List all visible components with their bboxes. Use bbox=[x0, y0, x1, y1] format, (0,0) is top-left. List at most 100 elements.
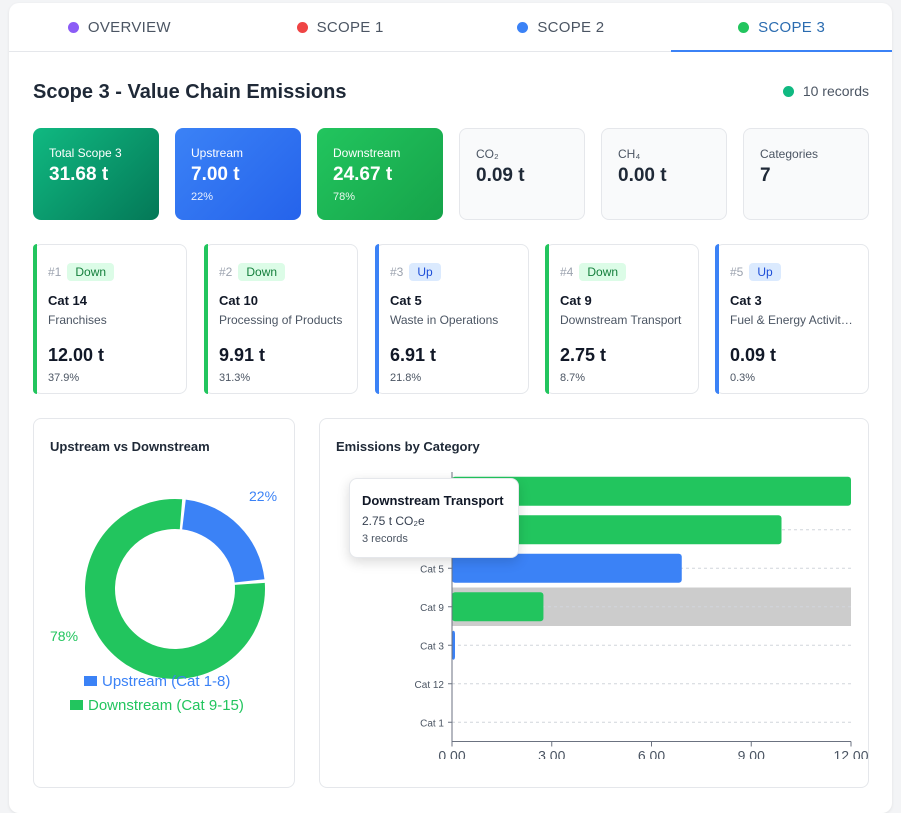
legend-label-1[interactable]: Downstream (Cat 9-15) bbox=[88, 697, 244, 714]
tab-dot-icon bbox=[67, 21, 79, 33]
bar-cat-14[interactable] bbox=[452, 476, 851, 506]
donut-slice-1[interactable] bbox=[85, 498, 265, 679]
y-tick-label: Cat 3 bbox=[420, 641, 444, 652]
category-badge: Up bbox=[409, 263, 441, 281]
bar-chart-title: Emissions by Category bbox=[336, 439, 480, 454]
chart-tooltip: Downstream Transport 2.75 t CO₂e 3 recor… bbox=[349, 478, 519, 558]
summary-label: CO₂ bbox=[476, 147, 499, 161]
category-percent: 31.3% bbox=[219, 372, 251, 384]
summary-label: Upstream bbox=[191, 146, 244, 160]
category-description: Franchises bbox=[48, 313, 107, 327]
category-rank: #3 bbox=[390, 265, 404, 279]
dashboard-frame: OVERVIEW SCOPE 1 SCOPE 2 SCOPE 3 Scope 3 - … bbox=[9, 3, 892, 813]
x-tick-label: 12.00 bbox=[833, 748, 868, 760]
summary-card-0: Total Scope 3 31.68 t bbox=[33, 128, 159, 220]
summary-percent: 78% bbox=[333, 191, 356, 203]
bar-cat-10[interactable] bbox=[452, 515, 782, 545]
category-value: 0.09 t bbox=[730, 345, 777, 365]
tab-bar: OVERVIEW SCOPE 1 SCOPE 2 SCOPE 3 bbox=[9, 3, 892, 52]
records-count: 10 records bbox=[782, 83, 869, 99]
bar-cat-3[interactable] bbox=[452, 630, 455, 660]
summary-card-4: CH₄ 0.00 t bbox=[601, 128, 727, 220]
donut-slice-0[interactable] bbox=[182, 499, 265, 583]
tab-label: SCOPE 1 bbox=[316, 18, 384, 36]
tab-label: OVERVIEW bbox=[87, 18, 171, 36]
category-card-2[interactable]: #2 Down Cat 10 Processing of Products 9.91 t… bbox=[204, 244, 358, 394]
category-description: Fuel & Energy Activities bbox=[730, 313, 854, 327]
bar-cat-9[interactable] bbox=[452, 592, 544, 622]
category-rank: #5 bbox=[730, 265, 744, 279]
legend-label-0[interactable]: Upstream (Cat 1-8) bbox=[102, 673, 230, 690]
category-rank: #2 bbox=[219, 265, 233, 279]
category-value: 2.75 t bbox=[560, 345, 607, 365]
category-value: 9.91 t bbox=[219, 345, 266, 365]
category-badge: Up bbox=[749, 263, 781, 281]
y-tick-label: Cat 12 bbox=[415, 680, 445, 691]
category-card-5[interactable]: #5 Up Cat 3 Fuel & Energy Activities 0.09 t 0… bbox=[715, 244, 869, 394]
tab-dot-icon bbox=[517, 21, 529, 33]
category-name: Cat 10 bbox=[219, 293, 259, 308]
category-accent-bar bbox=[375, 244, 379, 394]
summary-value: 7 bbox=[760, 165, 771, 186]
category-percent: 21.8% bbox=[390, 372, 422, 384]
category-card-3[interactable]: #3 Up Cat 5 Waste in Operations 6.91 t 21.8% bbox=[375, 244, 529, 394]
summary-value: 7.00 t bbox=[191, 164, 240, 185]
category-rank: #4 bbox=[560, 265, 574, 279]
donut-label-upstream: 22% bbox=[249, 488, 277, 504]
summary-value: 31.68 t bbox=[49, 164, 109, 185]
summary-value: 24.67 t bbox=[333, 164, 393, 185]
tab-dot-icon bbox=[738, 21, 750, 33]
category-badge: Down bbox=[67, 263, 115, 281]
category-badge: Down bbox=[238, 263, 286, 281]
category-accent-bar bbox=[204, 244, 208, 394]
x-tick-label: 0.00 bbox=[438, 748, 465, 760]
tab-label: SCOPE 3 bbox=[758, 18, 826, 36]
tooltip-value: 2.75 t CO₂e bbox=[362, 514, 425, 528]
records-dot bbox=[782, 85, 794, 97]
category-value: 12.00 t bbox=[48, 345, 105, 365]
tab-label: SCOPE 2 bbox=[537, 18, 605, 36]
donut-label-downstream: 78% bbox=[50, 628, 78, 644]
emissions-by-category-panel: Emissions by Category Cat 14Cat 10Cat 5C… bbox=[319, 418, 869, 788]
category-name: Cat 9 bbox=[560, 293, 592, 308]
category-rank: #1 bbox=[48, 265, 62, 279]
donut-chart-title: Upstream vs Downstream bbox=[50, 439, 210, 454]
records-label: 10 records bbox=[802, 83, 869, 99]
tab-overview[interactable]: OVERVIEW bbox=[9, 3, 230, 51]
category-value: 6.91 t bbox=[390, 345, 437, 365]
y-tick-label: Cat 9 bbox=[420, 603, 444, 614]
tab-scope-3[interactable]: SCOPE 3 bbox=[671, 3, 892, 52]
category-card-4[interactable]: #4 Down Cat 9 Downstream Transport 2.75 t 8.7… bbox=[545, 244, 699, 394]
category-percent: 37.9% bbox=[48, 372, 80, 384]
category-card-1[interactable]: #1 Down Cat 14 Franchises 12.00 t 37.9% bbox=[33, 244, 187, 394]
category-percent: 8.7% bbox=[560, 372, 586, 384]
tooltip-records: 3 records bbox=[362, 533, 408, 545]
category-accent-bar bbox=[715, 244, 719, 394]
summary-label: Total Scope 3 bbox=[49, 146, 122, 160]
category-description: Waste in Operations bbox=[390, 313, 499, 327]
tooltip-title: Downstream Transport bbox=[362, 493, 504, 508]
x-tick-label: 9.00 bbox=[738, 748, 765, 760]
category-accent-bar bbox=[545, 244, 549, 394]
summary-percent: 22% bbox=[191, 191, 214, 203]
category-name: Cat 14 bbox=[48, 293, 88, 308]
legend-swatch-1 bbox=[70, 700, 83, 710]
summary-label: Categories bbox=[760, 147, 819, 161]
tab-scope-2[interactable]: SCOPE 2 bbox=[451, 3, 672, 51]
page-title: Scope 3 - Value Chain Emissions bbox=[33, 81, 347, 103]
category-name: Cat 5 bbox=[390, 293, 422, 308]
summary-card-1: Upstream 7.00 t 22% bbox=[175, 128, 301, 220]
summary-card-3: CO₂ 0.09 t bbox=[459, 128, 585, 220]
category-description: Downstream Transport bbox=[560, 313, 682, 327]
summary-card-2: Downstream 24.67 t 78% bbox=[317, 128, 443, 220]
x-tick-label: 3.00 bbox=[538, 748, 565, 760]
y-tick-label: Cat 1 bbox=[420, 718, 444, 729]
legend-swatch-0 bbox=[84, 676, 97, 686]
bar-cat-5[interactable] bbox=[452, 553, 682, 583]
summary-label: Downstream bbox=[333, 146, 401, 160]
tab-scope-1[interactable]: SCOPE 1 bbox=[230, 3, 451, 51]
tab-dot-icon bbox=[296, 21, 308, 33]
summary-value: 0.00 t bbox=[618, 165, 667, 186]
x-tick-label: 6.00 bbox=[638, 748, 665, 760]
